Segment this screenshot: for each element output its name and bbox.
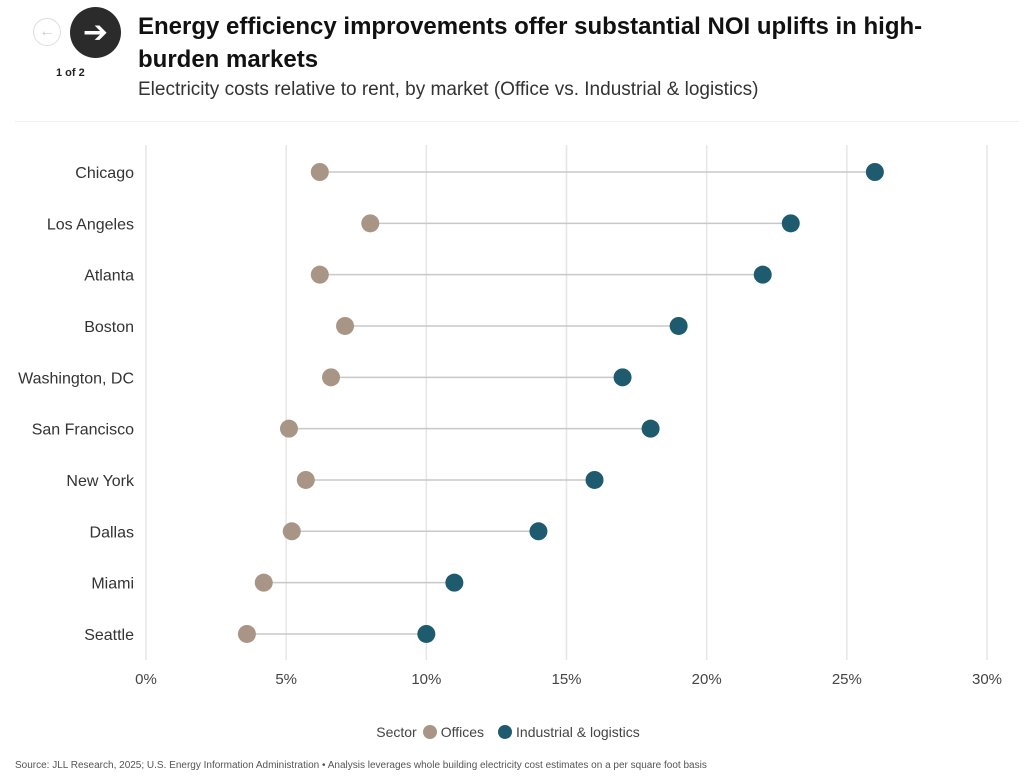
category-label: Miami bbox=[91, 576, 134, 593]
offices-point bbox=[254, 573, 273, 592]
legend-title: Sector bbox=[376, 724, 417, 740]
category-label: Seattle bbox=[84, 627, 134, 644]
category-label: Los Angeles bbox=[47, 216, 134, 233]
category-label: Boston bbox=[84, 319, 134, 336]
industrial-point bbox=[529, 522, 548, 541]
chart-subtitle: Electricity costs relative to rent, by m… bbox=[138, 79, 759, 100]
source-note: Source: JLL Research, 2025; U.S. Energy … bbox=[15, 760, 707, 771]
next-button[interactable]: ➔ bbox=[70, 7, 121, 58]
arrow-right-icon: ➔ bbox=[82, 16, 109, 49]
offices-point bbox=[310, 163, 329, 181]
divider bbox=[15, 121, 1019, 122]
industrial-swatch bbox=[498, 725, 513, 739]
x-tick-label: 25% bbox=[832, 671, 862, 688]
x-tick-label: 5% bbox=[275, 671, 297, 688]
industrial-point bbox=[585, 470, 604, 489]
offices-point bbox=[310, 265, 329, 284]
category-label: Chicago bbox=[75, 165, 134, 182]
category-label: Washington, DC bbox=[18, 370, 134, 387]
offices-swatch bbox=[422, 725, 437, 739]
offices-point bbox=[282, 522, 301, 541]
offices-point bbox=[296, 470, 315, 489]
category-label: San Francisco bbox=[32, 422, 134, 439]
legend-item-offices[interactable]: Offices bbox=[422, 724, 484, 740]
chart-title: Energy efficiency improvements offer sub… bbox=[138, 13, 923, 73]
x-tick-label: 15% bbox=[551, 671, 581, 688]
dumbbell-chart: 0% 5% 10% 15% 20% 25% 30% Chicago Los Angeles Atl… bbox=[18, 145, 1002, 688]
category-label: New York bbox=[66, 473, 135, 490]
industrial-point bbox=[669, 316, 688, 335]
industrial-point bbox=[781, 214, 800, 233]
category-label: Atlanta bbox=[84, 268, 134, 285]
legend-item-industrial[interactable]: Industrial & logistics bbox=[498, 724, 640, 740]
legend: Sector Offices Industrial & logistics bbox=[0, 724, 1024, 740]
industrial-point bbox=[753, 265, 772, 284]
x-tick-label: 20% bbox=[692, 671, 722, 688]
offices-point bbox=[336, 316, 355, 335]
x-tick-label: 0% bbox=[135, 671, 157, 688]
industrial-point bbox=[865, 163, 884, 181]
offices-point bbox=[361, 214, 380, 233]
industrial-point bbox=[417, 624, 436, 643]
industrial-point bbox=[445, 573, 464, 592]
category-label: Dallas bbox=[90, 524, 134, 541]
offices-point bbox=[322, 368, 341, 387]
industrial-point bbox=[641, 419, 660, 438]
arrow-left-icon: ← bbox=[39, 23, 55, 40]
offices-point bbox=[237, 624, 256, 643]
industrial-point bbox=[613, 368, 632, 387]
x-tick-label: 10% bbox=[411, 671, 441, 688]
previous-button[interactable]: ← bbox=[33, 18, 61, 46]
offices-point bbox=[279, 419, 298, 438]
x-tick-label: 30% bbox=[972, 671, 1002, 688]
page-indicator: 1 of 2 bbox=[56, 67, 85, 79]
